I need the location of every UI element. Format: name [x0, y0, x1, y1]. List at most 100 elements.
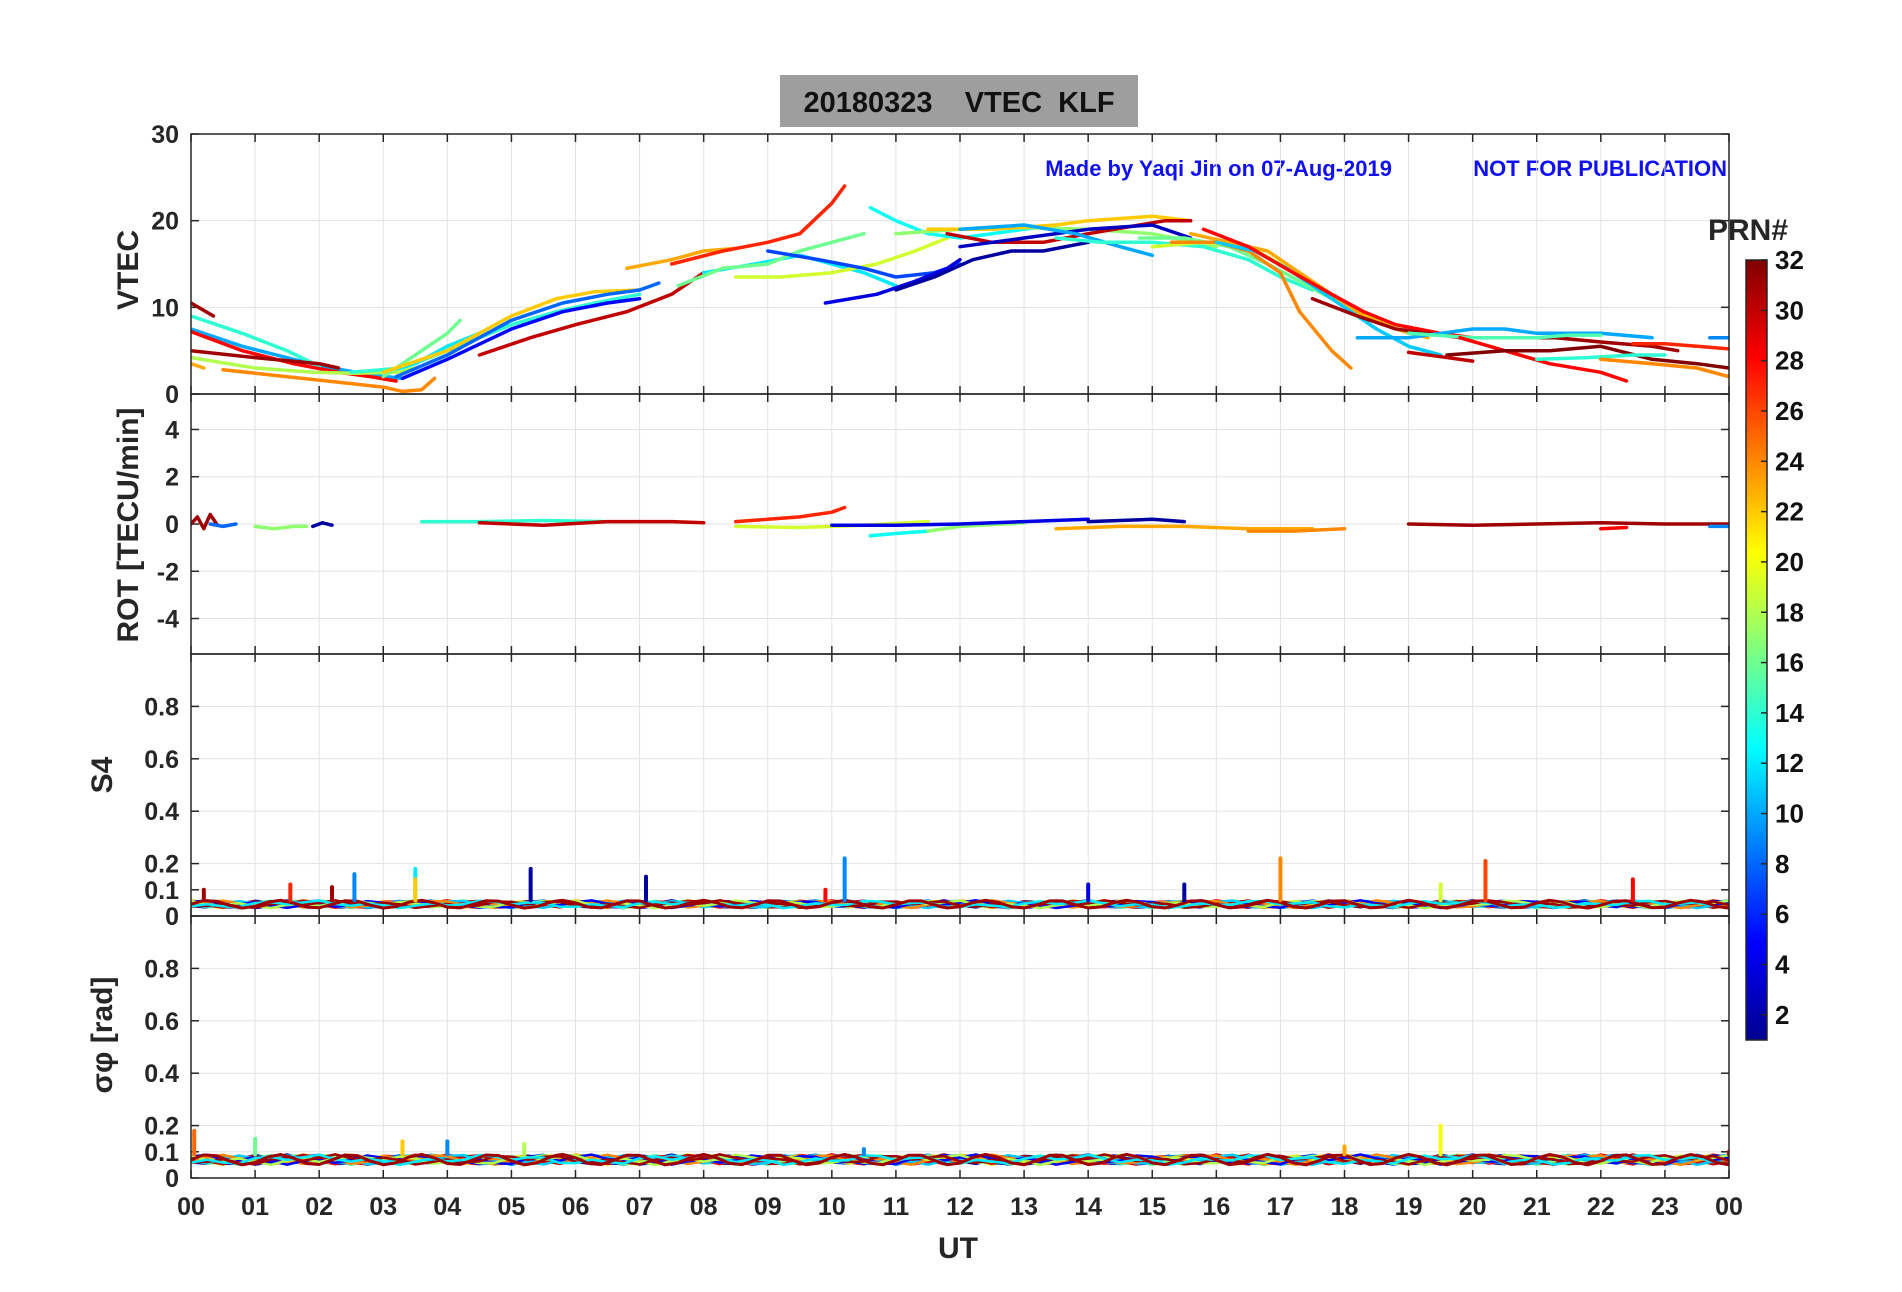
- colorbar-tick-label: 14: [1775, 698, 1804, 728]
- series-prn-15-38: [1406, 331, 1603, 340]
- panel-4-data: [191, 1123, 1729, 1167]
- series-prn-14-4: [419, 518, 610, 524]
- title-quantity: VTEC: [965, 87, 1042, 119]
- x-tick-label: 00: [1715, 1193, 1743, 1221]
- colorbar-scale: [1745, 259, 1768, 1041]
- x-tick-label: 08: [690, 1193, 718, 1221]
- series-prn-23-15: [625, 246, 738, 271]
- series-prn-31-4: [191, 348, 341, 370]
- baseline-trace-prn31: [191, 1152, 1729, 1167]
- y-tick-label: 0.4: [144, 1060, 179, 1088]
- colorbar-tick-label: 30: [1775, 295, 1804, 325]
- colorbar-tick-label: 20: [1775, 547, 1804, 577]
- panel-4: 00.10.2 0.4 0.6 0.8 σφ [rad]: [86, 915, 1730, 1193]
- y-tick-label: -2: [157, 558, 179, 586]
- colorbar-tick-label: 16: [1775, 648, 1804, 678]
- series-prn-31-0: [191, 512, 219, 531]
- y-tick-label: 0: [165, 903, 179, 931]
- series-prn-22-11: [381, 288, 642, 375]
- y-tick-label: 30: [151, 121, 179, 149]
- y-axis-label: ROT [TECU/min]: [112, 408, 145, 643]
- colorbar-tick-label: 2: [1775, 1000, 1789, 1030]
- baseline-trace-23: [191, 1153, 1729, 1166]
- x-tick-label: 11: [883, 1193, 910, 1221]
- panel-1: 0 10 20 30 VTEC: [112, 121, 1730, 409]
- series-prn-5-13: [400, 296, 642, 381]
- colorbar-tick-label: 12: [1775, 748, 1804, 778]
- x-tick-label: 13: [1010, 1193, 1038, 1221]
- series-prn-30-14: [477, 270, 706, 357]
- y-tick-label: 0.8: [144, 955, 179, 983]
- series-prn-4-21: [823, 257, 962, 305]
- y-tick-label: 0.8: [144, 693, 179, 721]
- colorbar-label: PRN#: [1708, 214, 1788, 247]
- series-prn-16-30: [1137, 236, 1334, 301]
- series-prn-24-13: [1246, 526, 1347, 533]
- series-prn-8-12: [394, 281, 661, 379]
- colorbar-tick-label: 32: [1775, 245, 1804, 275]
- series-prn-23-7: [191, 361, 206, 370]
- series-prn-2-12: [1086, 517, 1187, 524]
- series-prn-8-1: [208, 522, 238, 529]
- x-tick-label: 17: [1267, 1193, 1295, 1221]
- series-prn-13-8: [868, 529, 930, 538]
- x-tick-label: 21: [1523, 1193, 1551, 1221]
- series-prn-30-41: [1406, 350, 1475, 363]
- series-prn-14-2: [191, 314, 321, 369]
- y-tick-label: 0.2: [144, 851, 179, 879]
- x-tick-label: 14: [1074, 1193, 1102, 1221]
- colorbar-tick-label: 18: [1775, 597, 1804, 627]
- x-tick-label: 22: [1587, 1193, 1615, 1221]
- series-prn-23-11: [1054, 524, 1315, 531]
- x-tick-label: 23: [1651, 1193, 1679, 1221]
- y-tick-label: 2: [165, 464, 179, 492]
- y-tick-label: 20: [151, 208, 179, 236]
- title-date: 20180323: [803, 87, 932, 119]
- colorbar-tick-label: 6: [1775, 899, 1789, 929]
- x-tick-label: 03: [369, 1193, 397, 1221]
- y-tick-label: 0.6: [144, 1008, 179, 1036]
- x-axis-label: UT: [938, 1232, 978, 1265]
- colorbar-tick-label: 28: [1775, 346, 1804, 376]
- series-prn-27-16: [669, 184, 847, 266]
- series-prn-24-44: [1599, 357, 1729, 379]
- series-prn-28-39: [1458, 335, 1629, 383]
- y-tick-label: 0: [165, 381, 179, 409]
- x-tick-labels: 00 01 02 03 04 05 06 07 08 09 10 11 12 13 14 15 16 17 18 19…: [177, 1193, 1743, 1221]
- x-tick-label: 12: [946, 1193, 974, 1221]
- series-prn-28-15: [1599, 525, 1629, 531]
- series-prn-30-5: [477, 519, 706, 527]
- y-axis-label: S4: [86, 756, 119, 793]
- x-tick-label: 18: [1331, 1193, 1359, 1221]
- x-tick-label: 20: [1459, 1193, 1487, 1221]
- panel-frame: [190, 915, 1730, 1179]
- series-prn-17-2: [253, 524, 309, 531]
- series-prn-2-22: [894, 240, 1090, 292]
- series-prn-14-43: [1535, 353, 1667, 362]
- series-prn-2-3: [311, 521, 334, 529]
- panel-2: -4 -2 0 2 4 ROT [TECU/min]: [112, 393, 1730, 655]
- series-prn-10-28: [958, 223, 1155, 258]
- series-prn-4-10: [830, 517, 1090, 527]
- y-tick-label: 4: [165, 416, 179, 444]
- panel-1-data: [191, 184, 1729, 394]
- y-tick-label: 0: [165, 1165, 179, 1193]
- series-prn-31-0: [191, 301, 216, 318]
- x-tick-label: 00: [177, 1193, 205, 1221]
- series-prn-28-3: [191, 329, 398, 383]
- x-tick-label: 19: [1395, 1193, 1423, 1221]
- colorbar-tick-label: 10: [1775, 799, 1804, 829]
- series-prn-18-5: [191, 355, 418, 375]
- x-tick-label: 07: [626, 1193, 654, 1221]
- panel-3: 00.10.2 0.4 0.6 0.8 S4: [86, 653, 1730, 931]
- x-tick-label: 16: [1202, 1193, 1230, 1221]
- x-tick-label: 01: [241, 1193, 269, 1221]
- series-prn-3-27: [958, 223, 1193, 249]
- panel-3-data: [191, 856, 1729, 910]
- y-tick-label: -4: [157, 606, 179, 634]
- colorbar-tick-label: 22: [1775, 497, 1804, 527]
